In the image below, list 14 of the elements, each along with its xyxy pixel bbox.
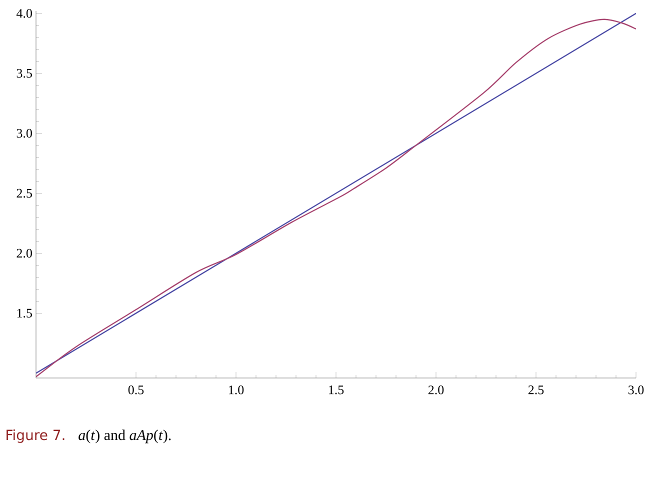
y-tick-label: 1.5 [17,308,32,318]
caption: Figure 7. [6,429,64,443]
x-tick-label: 2.5 [528,386,544,394]
x-tick-label: 2.0 [428,386,444,394]
y-tick-label: 2.5 [16,188,32,198]
y-tick-label: 2.0 [16,248,32,258]
x-tick-label: 3.0 [628,386,644,394]
y-tick-label: 3.5 [16,68,32,78]
y-tick-label: 3.0 [16,128,32,138]
x-tick-label: 0.5 [128,386,144,394]
y-tick-label: 4.0 [16,8,32,18]
x-tick-label: 1.5 [329,386,344,394]
text: a(t) and aAp(t). [78,430,171,444]
x-tick-label: 1.0 [229,386,244,394]
